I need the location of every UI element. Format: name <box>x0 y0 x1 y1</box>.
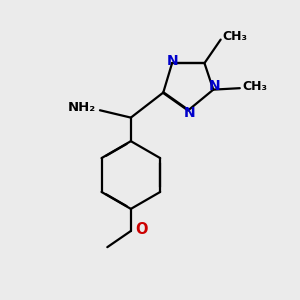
Text: CH₃: CH₃ <box>222 30 247 43</box>
Text: N: N <box>209 79 220 93</box>
Text: N: N <box>166 54 178 68</box>
Text: CH₃: CH₃ <box>243 80 268 93</box>
Text: NH₂: NH₂ <box>68 101 95 114</box>
Text: O: O <box>135 222 148 237</box>
Text: N: N <box>184 106 196 120</box>
